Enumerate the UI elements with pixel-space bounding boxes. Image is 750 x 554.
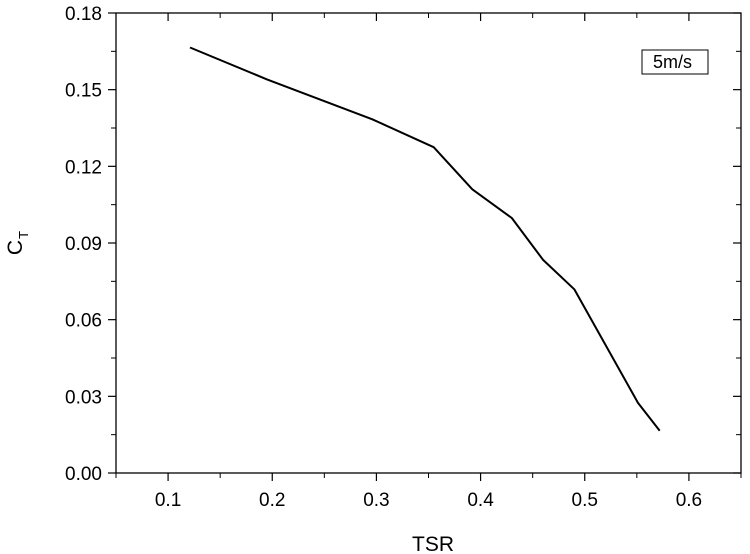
y-tick-label: 0.03 (65, 387, 102, 408)
y-tick-label: 0.09 (65, 234, 102, 255)
plot-frame (115, 12, 742, 474)
axes (115, 12, 742, 474)
x-axis-title: TSR (412, 533, 454, 554)
legend-box (641, 49, 709, 75)
x-tick-label: 0.1 (155, 490, 181, 511)
x-tick-label: 0.6 (676, 490, 702, 511)
ticks: 0.1 0.2 0.3 0.4 0.5 0.6 0.00 0.03 0.06 0.09 0.12 0.… (65, 4, 742, 511)
y-axis-title-main: C (4, 240, 27, 255)
x-tick-label: 0.3 (363, 490, 389, 511)
series (189, 46, 661, 432)
x-tick-label: 0.4 (467, 490, 494, 511)
y-axis-title: CT (4, 231, 31, 255)
x-tick-label: 0.2 (259, 490, 285, 511)
y-tick-label: 0.12 (65, 157, 102, 178)
y-tick-label: 0.06 (65, 311, 102, 332)
x-tick-label: 0.5 (572, 490, 598, 511)
series-line-0 (189, 46, 661, 432)
y-axis-title-subscript: T (16, 231, 31, 239)
y-tick-label: 0.18 (65, 4, 102, 25)
legend: 5m/s (641, 49, 709, 75)
legend-label: 5m/s (653, 52, 692, 72)
y-tick-label: 0.00 (65, 464, 102, 485)
y-tick-label: 0.15 (65, 81, 102, 102)
